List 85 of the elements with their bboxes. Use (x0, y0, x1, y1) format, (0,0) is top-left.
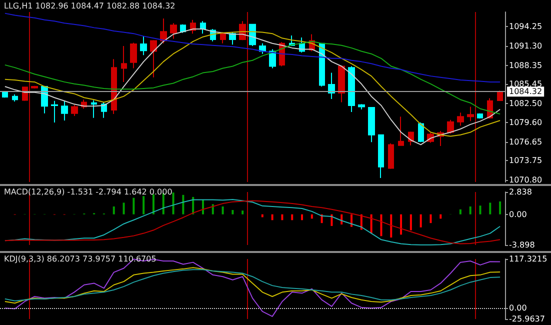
candlestick (180, 24, 186, 32)
candlestick (368, 106, 375, 143)
bar (370, 214, 372, 234)
candlestick (467, 106, 474, 122)
bar (212, 204, 214, 214)
candlestick (220, 32, 226, 44)
candlestick (348, 66, 355, 113)
y-tick-label: 0.00 (509, 210, 527, 219)
y-tick-label: 1082.50 (509, 99, 542, 108)
y-tick-label: -3.898 (509, 240, 535, 250)
y-tick-label: 1094.25 (509, 22, 542, 32)
candlestick (418, 122, 424, 143)
candlestick (111, 58, 117, 114)
candlestick (31, 85, 38, 89)
line-series (4, 40, 501, 114)
candlestick (328, 72, 335, 100)
candlestick (259, 42, 266, 54)
bar (410, 214, 412, 230)
candlestick (140, 36, 147, 56)
bar (242, 210, 244, 214)
candlestick (71, 104, 78, 116)
candlestick (388, 142, 394, 170)
bar (162, 193, 164, 214)
bar (202, 200, 204, 214)
candlestick (2, 90, 8, 98)
bar (390, 214, 392, 238)
line-series (4, 12, 501, 82)
candlestick (358, 104, 365, 110)
bar (469, 206, 472, 214)
candlestick (457, 112, 464, 126)
bar (430, 214, 432, 224)
candlestick (319, 42, 325, 88)
bar (122, 202, 125, 214)
y-tick-label: 1088.35 (509, 60, 542, 70)
y-tick-label: 0.00 (509, 304, 527, 313)
bar (142, 196, 145, 214)
candlestick (170, 22, 177, 40)
candlestick (200, 20, 206, 34)
bar (499, 201, 502, 214)
bar (400, 214, 402, 235)
bar (152, 194, 154, 214)
candlestick (338, 66, 345, 103)
bar (132, 198, 135, 214)
chart-title: MACD(12,26,9) -1.531 -2.794 1.642 0.000 (4, 188, 172, 196)
candlestick (269, 48, 276, 69)
y-tick-label: 1070.80 (509, 176, 542, 184)
bar (281, 214, 284, 220)
bar (310, 214, 313, 219)
y-tick-label: 1091.30 (509, 41, 542, 50)
y-tick-label: 1085.45 (509, 80, 542, 89)
candlestick (398, 116, 404, 146)
bar (291, 214, 294, 220)
bar (440, 214, 442, 219)
y-tick-label: 2.838 (509, 188, 532, 196)
bar (459, 209, 462, 214)
bar (222, 206, 224, 214)
candlestick (477, 112, 483, 120)
bar (112, 206, 115, 214)
y-tick-label: 1073.75 (509, 156, 542, 166)
bar (479, 206, 482, 214)
y-tick-label: -25.9637 (509, 314, 545, 324)
bar (350, 214, 353, 227)
bar (271, 214, 274, 220)
candlestick (130, 42, 137, 69)
bar (232, 210, 234, 214)
candlestick (378, 134, 384, 179)
chart-title: LLG,H1 1082.96 1084.47 1082.88 1084.32 (4, 2, 176, 10)
bar (182, 194, 184, 214)
candlestick (91, 100, 97, 118)
bar (380, 214, 382, 236)
candlestick (61, 100, 68, 122)
candlestick (447, 119, 454, 134)
bar (420, 214, 422, 228)
bar (172, 192, 174, 214)
ref-line-label: 1084.32 (509, 87, 542, 96)
candlestick (497, 90, 503, 102)
y-tick-label: 1079.60 (509, 118, 542, 127)
candlestick (51, 100, 58, 123)
bar (489, 202, 492, 214)
candlestick (150, 40, 157, 78)
bar (301, 214, 304, 220)
candlestick (121, 45, 127, 82)
y-tick-label: 117.3215 (509, 254, 548, 264)
y-tick-label: 1076.65 (509, 137, 542, 146)
candlestick (12, 94, 18, 102)
